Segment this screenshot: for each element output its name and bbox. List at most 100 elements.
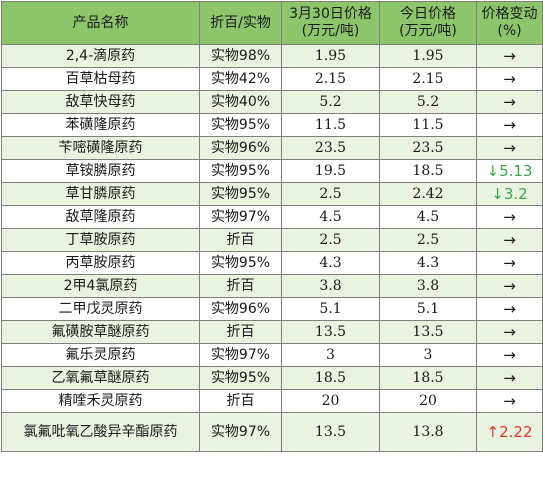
table-row: 苄嘧磺隆原药 实物96% 23.5 23.5 → (1, 136, 543, 160)
old-price-cell: 23.5 (281, 136, 380, 160)
price-change-cell: → (476, 67, 543, 91)
price-unchanged-arrow-icon: → (503, 276, 516, 295)
old-price-cell: 4.3 (281, 251, 380, 275)
new-price-cell: 23.5 (379, 136, 477, 160)
price-change-cell: → (476, 320, 543, 344)
product-name-cell: 2,4-滴原药 (1, 44, 200, 68)
product-name-cell: 氟磺胺草醚原药 (1, 320, 200, 344)
price-unchanged-arrow-icon: → (503, 253, 516, 272)
product-name-cell: 苄嘧磺隆原药 (1, 136, 200, 160)
spec-cell: 实物97% (199, 205, 282, 229)
old-price-cell: 20 (281, 389, 380, 413)
price-change-cell: → (476, 228, 543, 252)
spec-cell: 折百 (199, 228, 282, 252)
old-price-cell: 2.5 (281, 228, 380, 252)
new-price-cell: 1.95 (379, 44, 477, 68)
price-change-cell: → (476, 113, 543, 137)
price-unchanged-arrow-icon: → (503, 230, 516, 249)
new-price-cell: 18.5 (379, 159, 477, 183)
old-price-cell: 19.5 (281, 159, 380, 183)
spec-cell: 实物95% (199, 182, 282, 206)
product-name-cell: 乙氧氟草醚原药 (1, 366, 200, 390)
old-price-cell: 4.5 (281, 205, 380, 229)
price-change-cell: → (476, 205, 543, 229)
old-price-cell: 13.5 (281, 412, 380, 452)
spec-cell: 实物95% (199, 113, 282, 137)
price-change-cell: → (476, 389, 543, 413)
price-change-cell: ↓5.13 (476, 159, 543, 183)
price-unchanged-arrow-icon: → (503, 299, 516, 318)
product-name-cell: 二甲戊灵原药 (1, 297, 200, 321)
product-name-cell: 百草枯母药 (1, 67, 200, 91)
header-change-line1: 价格变动 (481, 6, 538, 22)
price-change-cell: → (476, 44, 543, 68)
price-unchanged-arrow-icon: → (503, 368, 516, 387)
price-unchanged-arrow-icon: → (503, 391, 516, 410)
price-unchanged-arrow-icon: → (503, 322, 516, 341)
header-new-price: 今日价格 (万元/吨) (379, 1, 477, 45)
price-unchanged-arrow-icon: → (503, 115, 516, 134)
header-row: 产品名称 折百/实物 3月30日价格 (万元/吨) 今日价格 (万元/吨) 价格… (1, 1, 543, 45)
spec-cell: 实物96% (199, 297, 282, 321)
table-row: 氟磺胺草醚原药 折百 13.5 13.5 → (1, 320, 543, 344)
header-change: 价格变动 (%) (476, 1, 543, 45)
table-row: 精喹禾灵原药 折百 20 20 → (1, 389, 543, 413)
header-old-price-line2: (万元/吨) (301, 23, 360, 39)
product-name-cell: 精喹禾灵原药 (1, 389, 200, 413)
table-row: 敌草隆原药 实物97% 4.5 4.5 → (1, 205, 543, 229)
product-name-cell: 草铵膦原药 (1, 159, 200, 183)
header-product-name: 产品名称 (1, 1, 200, 45)
spec-cell: 实物97% (199, 412, 282, 452)
new-price-cell: 2.42 (379, 182, 477, 206)
new-price-cell: 13.5 (379, 320, 477, 344)
price-change-cell: → (476, 366, 543, 390)
table-row: 氟乐灵原药 实物97% 3 3 → (1, 343, 543, 367)
table-row: 2,4-滴原药 实物98% 1.95 1.95 → (1, 44, 543, 68)
spec-cell: 实物96% (199, 136, 282, 160)
price-up-indicator: ↑2.22 (486, 422, 533, 441)
new-price-cell: 11.5 (379, 113, 477, 137)
product-name-cell: 氟乐灵原药 (1, 343, 200, 367)
table-row: 丁草胺原药 折百 2.5 2.5 → (1, 228, 543, 252)
herbicide-price-table: 产品名称 折百/实物 3月30日价格 (万元/吨) 今日价格 (万元/吨) 价格… (1, 1, 543, 452)
spec-cell: 折百 (199, 274, 282, 298)
new-price-cell: 2.15 (379, 67, 477, 91)
new-price-cell: 18.5 (379, 366, 477, 390)
old-price-cell: 2.5 (281, 182, 380, 206)
price-unchanged-arrow-icon: → (503, 92, 516, 111)
new-price-cell: 4.5 (379, 205, 477, 229)
table-row: 氯氟吡氧乙酸异辛酯原药 实物97% 13.5 13.8 ↑2.22 (1, 412, 543, 452)
new-price-cell: 5.2 (379, 90, 477, 114)
price-down-indicator: ↓5.13 (486, 161, 533, 180)
table-row: 百草枯母药 实物42% 2.15 2.15 → (1, 67, 543, 91)
table-row: 丙草胺原药 实物95% 4.3 4.3 → (1, 251, 543, 275)
price-change-cell: → (476, 136, 543, 160)
spec-cell: 折百 (199, 320, 282, 344)
new-price-cell: 20 (379, 389, 477, 413)
new-price-cell: 13.8 (379, 412, 477, 452)
table-row: 乙氧氟草醚原药 实物95% 18.5 18.5 → (1, 366, 543, 390)
spec-cell: 实物40% (199, 90, 282, 114)
header-old-price-line1: 3月30日价格 (289, 6, 372, 22)
old-price-cell: 5.2 (281, 90, 380, 114)
table-row: 草甘膦原药 实物95% 2.5 2.42 ↓3.2 (1, 182, 543, 206)
spec-cell: 实物98% (199, 44, 282, 68)
old-price-cell: 11.5 (281, 113, 380, 137)
price-change-cell: ↑2.22 (476, 412, 543, 452)
price-change-cell: → (476, 90, 543, 114)
product-name-cell: 敌草隆原药 (1, 205, 200, 229)
product-name-cell: 2甲4氯原药 (1, 274, 200, 298)
table-row: 敌草快母药 实物40% 5.2 5.2 → (1, 90, 543, 114)
old-price-cell: 13.5 (281, 320, 380, 344)
price-unchanged-arrow-icon: → (503, 138, 516, 157)
new-price-cell: 3 (379, 343, 477, 367)
new-price-cell: 3.8 (379, 274, 477, 298)
price-change-cell: → (476, 274, 543, 298)
product-name-cell: 苯磺隆原药 (1, 113, 200, 137)
header-change-line2: (%) (497, 23, 522, 39)
table-row: 二甲戊灵原药 实物96% 5.1 5.1 → (1, 297, 543, 321)
header-spec: 折百/实物 (199, 1, 282, 45)
table-row: 草铵膦原药 实物95% 19.5 18.5 ↓5.13 (1, 159, 543, 183)
spec-cell: 实物95% (199, 251, 282, 275)
spec-cell: 折百 (199, 389, 282, 413)
